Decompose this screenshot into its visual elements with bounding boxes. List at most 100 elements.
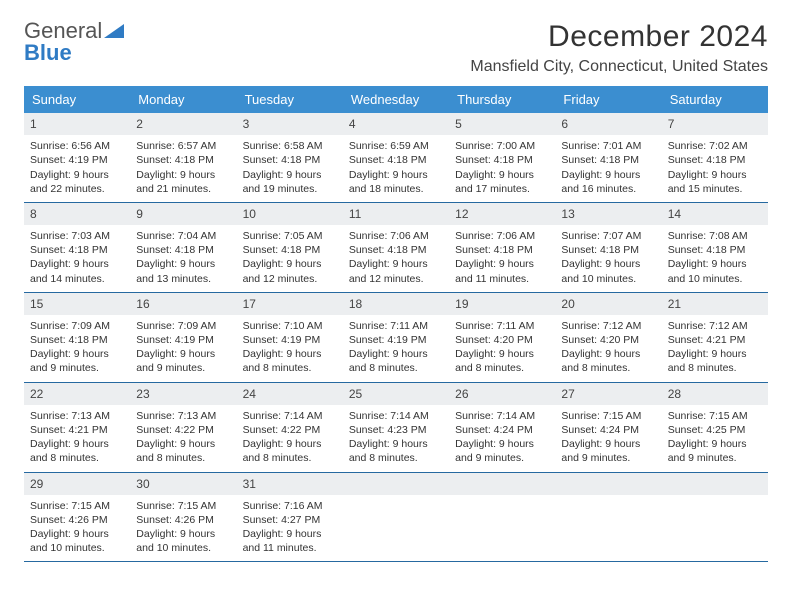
sunset-text: Sunset: 4:22 PM [243, 423, 337, 437]
day-body: Sunrise: 7:03 AMSunset: 4:18 PMDaylight:… [24, 225, 130, 292]
day-body: Sunrise: 7:12 AMSunset: 4:21 PMDaylight:… [662, 315, 768, 382]
sunrise-text: Sunrise: 7:06 AM [455, 229, 549, 243]
daylight-text: Daylight: 9 hours and 19 minutes. [243, 168, 337, 196]
day-body: Sunrise: 7:00 AMSunset: 4:18 PMDaylight:… [449, 135, 555, 202]
sunrise-text: Sunrise: 7:10 AM [243, 319, 337, 333]
sunrise-text: Sunrise: 7:05 AM [243, 229, 337, 243]
daylight-text: Daylight: 9 hours and 12 minutes. [243, 257, 337, 285]
sunset-text: Sunset: 4:18 PM [561, 153, 655, 167]
day-body: Sunrise: 7:11 AMSunset: 4:19 PMDaylight:… [343, 315, 449, 382]
day-number: 6 [555, 113, 661, 135]
day-number: 2 [130, 113, 236, 135]
daylight-text: Daylight: 9 hours and 14 minutes. [30, 257, 124, 285]
daylight-text: Daylight: 9 hours and 9 minutes. [136, 347, 230, 375]
day-number: 9 [130, 203, 236, 225]
day-body: Sunrise: 7:08 AMSunset: 4:18 PMDaylight:… [662, 225, 768, 292]
day-number: 17 [237, 293, 343, 315]
weekday-header: Tuesday [237, 86, 343, 113]
daylight-text: Daylight: 9 hours and 21 minutes. [136, 168, 230, 196]
day-cell: 19Sunrise: 7:11 AMSunset: 4:20 PMDayligh… [449, 293, 555, 382]
day-cell: 11Sunrise: 7:06 AMSunset: 4:18 PMDayligh… [343, 203, 449, 292]
sunrise-text: Sunrise: 7:06 AM [349, 229, 443, 243]
daylight-text: Daylight: 9 hours and 8 minutes. [668, 347, 762, 375]
day-number: 7 [662, 113, 768, 135]
day-number [449, 473, 555, 495]
day-number: 28 [662, 383, 768, 405]
sunrise-text: Sunrise: 7:13 AM [136, 409, 230, 423]
day-cell: 20Sunrise: 7:12 AMSunset: 4:20 PMDayligh… [555, 293, 661, 382]
day-cell: 27Sunrise: 7:15 AMSunset: 4:24 PMDayligh… [555, 383, 661, 472]
day-body: Sunrise: 7:04 AMSunset: 4:18 PMDaylight:… [130, 225, 236, 292]
day-cell: 4Sunrise: 6:59 AMSunset: 4:18 PMDaylight… [343, 113, 449, 202]
sunset-text: Sunset: 4:19 PM [30, 153, 124, 167]
day-number: 11 [343, 203, 449, 225]
day-body: Sunrise: 7:01 AMSunset: 4:18 PMDaylight:… [555, 135, 661, 202]
daylight-text: Daylight: 9 hours and 10 minutes. [136, 527, 230, 555]
logo-text-2: Blue [24, 40, 72, 65]
day-number: 30 [130, 473, 236, 495]
day-cell: 1Sunrise: 6:56 AMSunset: 4:19 PMDaylight… [24, 113, 130, 202]
day-cell: 6Sunrise: 7:01 AMSunset: 4:18 PMDaylight… [555, 113, 661, 202]
sunset-text: Sunset: 4:21 PM [668, 333, 762, 347]
title-block: December 2024 Mansfield City, Connecticu… [470, 20, 768, 76]
day-body [343, 495, 449, 555]
day-body: Sunrise: 6:58 AMSunset: 4:18 PMDaylight:… [237, 135, 343, 202]
sunset-text: Sunset: 4:18 PM [668, 153, 762, 167]
day-number: 8 [24, 203, 130, 225]
daylight-text: Daylight: 9 hours and 8 minutes. [243, 437, 337, 465]
day-number: 25 [343, 383, 449, 405]
day-number: 3 [237, 113, 343, 135]
day-cell: 23Sunrise: 7:13 AMSunset: 4:22 PMDayligh… [130, 383, 236, 472]
sunrise-text: Sunrise: 6:56 AM [30, 139, 124, 153]
logo-triangle-icon [104, 24, 124, 38]
sunrise-text: Sunrise: 7:11 AM [349, 319, 443, 333]
sunrise-text: Sunrise: 7:02 AM [668, 139, 762, 153]
day-number: 21 [662, 293, 768, 315]
daylight-text: Daylight: 9 hours and 11 minutes. [243, 527, 337, 555]
day-body: Sunrise: 7:06 AMSunset: 4:18 PMDaylight:… [343, 225, 449, 292]
day-cell [449, 473, 555, 562]
day-number: 20 [555, 293, 661, 315]
sunrise-text: Sunrise: 7:13 AM [30, 409, 124, 423]
day-body: Sunrise: 7:06 AMSunset: 4:18 PMDaylight:… [449, 225, 555, 292]
day-cell [662, 473, 768, 562]
sunset-text: Sunset: 4:20 PM [455, 333, 549, 347]
sunset-text: Sunset: 4:19 PM [349, 333, 443, 347]
sunset-text: Sunset: 4:18 PM [136, 243, 230, 257]
day-cell [343, 473, 449, 562]
day-number: 29 [24, 473, 130, 495]
day-number [555, 473, 661, 495]
day-cell: 26Sunrise: 7:14 AMSunset: 4:24 PMDayligh… [449, 383, 555, 472]
sunset-text: Sunset: 4:18 PM [561, 243, 655, 257]
sunrise-text: Sunrise: 7:07 AM [561, 229, 655, 243]
sunset-text: Sunset: 4:27 PM [243, 513, 337, 527]
daylight-text: Daylight: 9 hours and 10 minutes. [668, 257, 762, 285]
day-body: Sunrise: 7:11 AMSunset: 4:20 PMDaylight:… [449, 315, 555, 382]
day-number: 23 [130, 383, 236, 405]
week-row: 22Sunrise: 7:13 AMSunset: 4:21 PMDayligh… [24, 383, 768, 473]
day-number: 18 [343, 293, 449, 315]
day-cell: 24Sunrise: 7:14 AMSunset: 4:22 PMDayligh… [237, 383, 343, 472]
sunset-text: Sunset: 4:18 PM [349, 243, 443, 257]
sunrise-text: Sunrise: 7:14 AM [455, 409, 549, 423]
daylight-text: Daylight: 9 hours and 11 minutes. [455, 257, 549, 285]
day-number: 27 [555, 383, 661, 405]
daylight-text: Daylight: 9 hours and 8 minutes. [136, 437, 230, 465]
daylight-text: Daylight: 9 hours and 12 minutes. [349, 257, 443, 285]
sunrise-text: Sunrise: 6:57 AM [136, 139, 230, 153]
sunset-text: Sunset: 4:18 PM [136, 153, 230, 167]
day-body: Sunrise: 7:15 AMSunset: 4:24 PMDaylight:… [555, 405, 661, 472]
sunset-text: Sunset: 4:23 PM [349, 423, 443, 437]
day-cell: 10Sunrise: 7:05 AMSunset: 4:18 PMDayligh… [237, 203, 343, 292]
day-cell: 3Sunrise: 6:58 AMSunset: 4:18 PMDaylight… [237, 113, 343, 202]
day-cell: 25Sunrise: 7:14 AMSunset: 4:23 PMDayligh… [343, 383, 449, 472]
sunset-text: Sunset: 4:19 PM [136, 333, 230, 347]
day-body [662, 495, 768, 555]
day-number: 22 [24, 383, 130, 405]
day-cell: 30Sunrise: 7:15 AMSunset: 4:26 PMDayligh… [130, 473, 236, 562]
weekday-header: Wednesday [343, 86, 449, 113]
sunrise-text: Sunrise: 7:15 AM [561, 409, 655, 423]
sunrise-text: Sunrise: 7:16 AM [243, 499, 337, 513]
day-body: Sunrise: 7:14 AMSunset: 4:24 PMDaylight:… [449, 405, 555, 472]
day-body: Sunrise: 6:56 AMSunset: 4:19 PMDaylight:… [24, 135, 130, 202]
